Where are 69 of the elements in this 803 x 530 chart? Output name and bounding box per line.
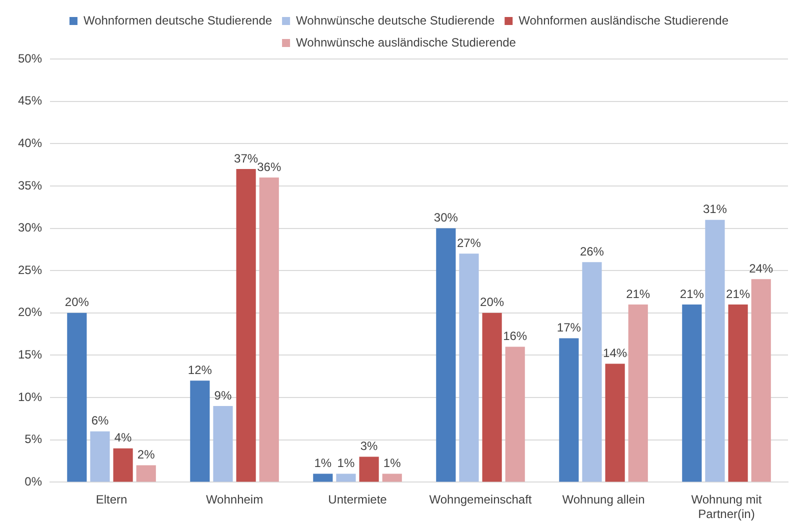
data-label: 16% xyxy=(503,329,528,344)
data-label: 20% xyxy=(480,295,504,310)
legend-label: Wohnwünsche ausländische Studierende xyxy=(296,35,516,50)
x-tick-label: Untermiete xyxy=(328,492,388,507)
y-tick-label: 10% xyxy=(18,390,42,404)
x-tick-label: Eltern xyxy=(96,492,128,507)
bar xyxy=(359,456,379,482)
y-tick-label: 45% xyxy=(18,94,42,108)
bar xyxy=(505,346,525,482)
bar xyxy=(582,262,602,482)
y-tick-label: 30% xyxy=(18,220,42,235)
data-label: 26% xyxy=(580,244,604,258)
bar xyxy=(482,312,502,482)
bar xyxy=(259,177,279,482)
y-tick-label: 35% xyxy=(18,178,42,192)
y-tick-label: 50% xyxy=(18,51,42,66)
data-label: 27% xyxy=(456,236,482,250)
y-tick-label: 20% xyxy=(18,305,42,320)
bar xyxy=(136,465,156,482)
data-label: 12% xyxy=(188,362,212,377)
bar xyxy=(113,448,133,482)
bar xyxy=(190,380,210,482)
data-label: 21% xyxy=(626,286,650,301)
data-label: 1% xyxy=(314,456,332,470)
bar xyxy=(751,279,771,482)
data-label: 24% xyxy=(749,261,774,276)
data-label: 4% xyxy=(114,430,132,445)
data-label: 37% xyxy=(234,151,258,166)
y-tick-label: 15% xyxy=(18,348,42,362)
legend-label: Wohnformen ausländische Studierende xyxy=(518,13,729,28)
x-tick-label: Wohnung allein xyxy=(562,492,645,507)
bar xyxy=(682,304,702,482)
data-label: 17% xyxy=(556,320,582,335)
data-label: 3% xyxy=(360,439,378,454)
y-tick-label: 25% xyxy=(18,262,42,277)
bar xyxy=(436,228,456,482)
bar xyxy=(67,312,87,482)
bar xyxy=(728,304,748,482)
bar xyxy=(705,220,725,482)
data-label: 21% xyxy=(726,286,750,301)
bar xyxy=(628,304,648,482)
bar xyxy=(313,474,333,482)
bar xyxy=(459,254,479,482)
legend-label: Wohnwünsche deutsche Studierende xyxy=(296,13,495,28)
data-label: 1% xyxy=(337,456,355,470)
bar xyxy=(90,431,110,482)
data-label: 36% xyxy=(257,160,282,174)
bar xyxy=(236,169,256,482)
x-tick-label: Wohnung mit Partner(in) xyxy=(691,492,762,522)
data-label: 6% xyxy=(91,414,109,428)
bar xyxy=(605,364,625,482)
data-label: 9% xyxy=(214,388,232,402)
data-label: 30% xyxy=(434,210,458,225)
data-label: 2% xyxy=(137,448,156,462)
y-tick-label: 0% xyxy=(24,474,42,489)
x-tick-label: Wohngemeinschaft xyxy=(429,492,532,507)
bar xyxy=(382,474,402,482)
data-label: 1% xyxy=(383,456,402,470)
data-label: 31% xyxy=(702,202,728,216)
x-tick-label: Wohnheim xyxy=(206,492,264,507)
bar xyxy=(213,406,233,482)
data-label: 20% xyxy=(64,295,90,310)
bar xyxy=(559,338,579,482)
legend-label: Wohnformen deutsche Studierende xyxy=(83,13,272,28)
y-tick-label: 5% xyxy=(24,432,42,446)
y-tick-label: 40% xyxy=(18,136,42,150)
data-label: 21% xyxy=(680,286,704,301)
bar xyxy=(336,474,356,482)
data-label: 14% xyxy=(603,346,628,360)
